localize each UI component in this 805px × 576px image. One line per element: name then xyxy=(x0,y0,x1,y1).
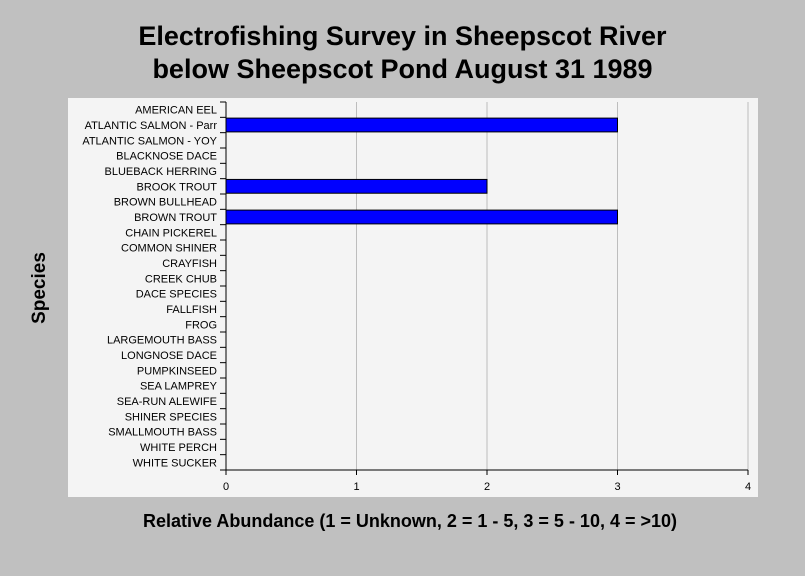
y-tick-label: FALLFISH xyxy=(166,304,217,316)
x-tick-label: 4 xyxy=(745,481,751,493)
x-tick-label: 1 xyxy=(353,481,359,493)
y-tick-label: BLACKNOSE DACE xyxy=(116,151,217,163)
chart-title-line-2: below Sheepscot Pond August 31 1989 xyxy=(152,54,653,84)
plot-panel xyxy=(68,98,758,497)
y-tick-label: SHINER SPECIES xyxy=(125,411,217,423)
y-tick-label: PUMPKINSEED xyxy=(137,365,217,377)
y-tick-label: WHITE SUCKER xyxy=(133,457,217,469)
chart-title: Electrofishing Survey in Sheepscot River… xyxy=(0,20,805,86)
y-tick-label: AMERICAN EEL xyxy=(135,105,217,117)
y-tick-label: BLUEBACK HERRING xyxy=(105,166,217,178)
y-tick-label: SEA LAMPREY xyxy=(140,381,218,393)
y-tick-label: CRAYFISH xyxy=(162,258,217,270)
y-tick-label: LARGEMOUTH BASS xyxy=(107,335,217,347)
y-tick-label: WHITE PERCH xyxy=(140,442,217,454)
y-tick-label: CHAIN PICKEREL xyxy=(125,227,217,239)
y-tick-label: COMMON SHINER xyxy=(121,243,217,255)
y-tick-label: ATLANTIC SALMON - YOY xyxy=(82,135,217,147)
y-tick-label: ATLANTIC SALMON - Parr xyxy=(85,120,218,132)
y-tick-label: SMALLMOUTH BASS xyxy=(108,427,217,439)
bar xyxy=(225,209,618,225)
x-axis-label: Relative Abundance (1 = Unknown, 2 = 1 -… xyxy=(142,511,678,531)
y-tick-label: DACE SPECIES xyxy=(136,289,217,301)
y-axis-label: Species xyxy=(29,252,50,324)
y-tick-label: SEA-RUN ALEWIFE xyxy=(117,396,217,408)
y-tick-label: BROWN TROUT xyxy=(134,212,217,224)
y-tick-label: BROWN BULLHEAD xyxy=(114,197,217,209)
bar xyxy=(225,178,488,194)
x-tick-label: 3 xyxy=(614,481,620,493)
chart-title-line-1: Electrofishing Survey in Sheepscot River xyxy=(138,21,667,51)
y-tick-label: LONGNOSE DACE xyxy=(121,350,217,362)
y-tick-label: CREEK CHUB xyxy=(145,273,217,285)
y-tick-label: BROOK TROUT xyxy=(137,181,218,193)
bar xyxy=(225,117,618,133)
x-tick-label: 0 xyxy=(223,481,229,493)
y-tick-label: FROG xyxy=(185,319,217,331)
x-tick-label: 2 xyxy=(484,481,490,493)
